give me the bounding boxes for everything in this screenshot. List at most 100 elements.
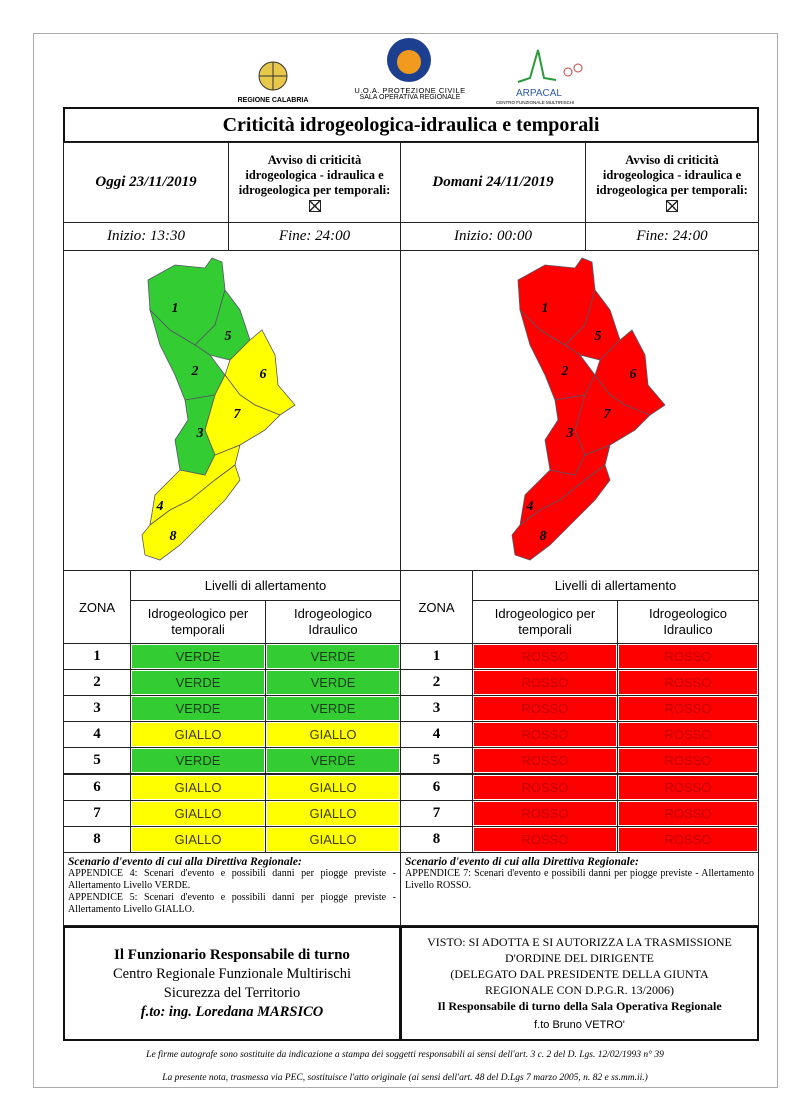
levels-header: Livelli di allertamento bbox=[130, 570, 401, 601]
zone-label: 5 bbox=[225, 329, 232, 344]
level-value: VERDE bbox=[132, 749, 264, 773]
level-value: ROSSO bbox=[619, 671, 757, 695]
zone-label: 3 bbox=[196, 426, 204, 441]
end-time: Fine: 24:00 bbox=[228, 222, 401, 251]
zone-cell: 2 bbox=[400, 669, 473, 697]
signature-line: Sicurezza del Territorio bbox=[163, 984, 301, 1001]
zone-cell: 4 bbox=[63, 721, 131, 749]
zone-label: 8 bbox=[170, 529, 177, 544]
level-value: GIALLO bbox=[267, 723, 399, 747]
level-value: ROSSO bbox=[474, 749, 616, 773]
level-value: GIALLO bbox=[267, 827, 399, 851]
civil-protection-emblem bbox=[397, 50, 421, 74]
level-value: VERDE bbox=[132, 671, 264, 695]
column-header: Idrogeologico Idraulico bbox=[617, 600, 759, 644]
map: 1 2 3 4 5 6 7 8 bbox=[141, 257, 296, 561]
zone-cell: 1 bbox=[400, 643, 473, 670]
zone-label: 7 bbox=[604, 407, 612, 422]
zone-area bbox=[141, 464, 241, 561]
zone-label: 2 bbox=[191, 364, 199, 379]
level-value: ROSSO bbox=[619, 801, 757, 825]
avviso-text: Avviso di criticità idrogeologica - idra… bbox=[596, 153, 748, 197]
level-value: ROSSO bbox=[474, 697, 616, 721]
scenario-heading: Scenario d'evento di cui alla Direttiva … bbox=[405, 856, 639, 868]
arpacal-logo bbox=[563, 67, 573, 77]
scenario-panel: Scenario d'evento di cui alla Direttiva … bbox=[400, 852, 759, 926]
title: Criticità idrogeologica-idraulica e temp… bbox=[63, 107, 759, 143]
level-value: ROSSO bbox=[474, 801, 616, 825]
signature-line: (DELEGATO DAL PRESIDENTE DELLA GIUNTA bbox=[450, 967, 709, 981]
level-value: VERDE bbox=[132, 697, 264, 721]
level-value: GIALLO bbox=[132, 801, 264, 825]
zone-cell: 7 bbox=[63, 799, 131, 827]
zone-cell: 7 bbox=[400, 799, 473, 827]
level-value: ROSSO bbox=[619, 645, 757, 668]
level-value: ROSSO bbox=[474, 723, 616, 747]
zone-area bbox=[194, 289, 251, 361]
zone-label: 6 bbox=[630, 367, 637, 382]
page-frame bbox=[33, 33, 778, 1088]
zone-cell: 8 bbox=[400, 825, 473, 853]
zone-label: 6 bbox=[260, 367, 267, 382]
level-value: ROSSO bbox=[474, 645, 616, 668]
footer-note: Le firme autografe sono sostituite da in… bbox=[146, 1050, 664, 1060]
zone-cell: 2 bbox=[63, 669, 131, 697]
agency-sub: CENTRO FUNZIONALE MULTIRISCHI bbox=[496, 100, 575, 105]
levels-header: Livelli di allertamento bbox=[472, 570, 759, 601]
column-header: Idrogeologico per temporali bbox=[130, 600, 266, 644]
zone-cell: 8 bbox=[63, 825, 131, 853]
footer-note: La presente nota, trasmessa via PEC, sos… bbox=[162, 1073, 648, 1083]
scenario-item: APPENDICE 4: Scenari d'evento e possibil… bbox=[68, 868, 396, 891]
signature-line: D'ORDINE DEL DIRIGENTE bbox=[504, 951, 655, 965]
zone-cell: 1 bbox=[63, 643, 131, 670]
scenario-heading: Scenario d'evento di cui alla Direttiva … bbox=[68, 856, 302, 868]
day-label: Domani 24/11/2019 bbox=[400, 142, 586, 223]
zone-area bbox=[204, 374, 281, 456]
signature-line: VISTO: SI ADOTTA E SI AUTORIZZA LA TRASM… bbox=[427, 935, 732, 949]
office-name: SALA OPERATIVA REGIONALE bbox=[359, 94, 461, 101]
level-value: ROSSO bbox=[474, 775, 616, 799]
zone-area bbox=[564, 289, 621, 361]
zone-area bbox=[574, 374, 651, 456]
level-value: VERDE bbox=[267, 671, 399, 695]
zone-label: 4 bbox=[156, 499, 164, 514]
avviso-cell: Avviso di criticità idrogeologica - idra… bbox=[585, 142, 759, 223]
signature-line: Il Responsabile di turno della Sala Oper… bbox=[437, 999, 722, 1013]
scenario-panel: Scenario d'evento di cui alla Direttiva … bbox=[63, 852, 401, 926]
logos bbox=[258, 38, 583, 91]
level-value: VERDE bbox=[267, 697, 399, 721]
zone-cell: 6 bbox=[400, 773, 473, 801]
zone-label: 5 bbox=[595, 329, 602, 344]
level-value: GIALLO bbox=[132, 827, 264, 851]
zone-label: 4 bbox=[526, 499, 534, 514]
checkbox bbox=[666, 200, 678, 212]
level-value: VERDE bbox=[267, 645, 399, 668]
signature-line: Centro Regionale Funzionale Multirischi bbox=[113, 965, 351, 982]
level-value: ROSSO bbox=[619, 723, 757, 747]
end-time: Fine: 24:00 bbox=[585, 222, 759, 251]
level-value: ROSSO bbox=[474, 671, 616, 695]
zone-label: 1 bbox=[542, 301, 549, 316]
level-value: VERDE bbox=[267, 749, 399, 773]
zone-cell: 3 bbox=[400, 695, 473, 723]
signature-line: REGIONALE CON D.P.G.R. 13/2006) bbox=[485, 983, 674, 997]
zone-header: ZONA bbox=[63, 570, 131, 644]
level-value: ROSSO bbox=[619, 827, 757, 851]
scenario-item: APPENDICE 5: Scenari d'evento e possibil… bbox=[68, 892, 396, 915]
start-time: Inizio: 13:30 bbox=[63, 222, 229, 251]
map: 1 2 3 4 5 6 7 8 bbox=[511, 257, 666, 561]
zone-cell: 4 bbox=[400, 721, 473, 749]
zone-cell: 5 bbox=[63, 747, 131, 775]
signature-right: VISTO: SI ADOTTA E SI AUTORIZZA LA TRASM… bbox=[400, 926, 759, 1041]
level-value: ROSSO bbox=[619, 697, 757, 721]
start-time: Inizio: 00:00 bbox=[400, 222, 586, 251]
signature-left: Il Funzionario Responsabile di turno Cent… bbox=[63, 926, 401, 1041]
avviso-cell: Avviso di criticità idrogeologica - idra… bbox=[228, 142, 401, 223]
level-value: ROSSO bbox=[474, 827, 616, 851]
zone-label: 3 bbox=[566, 426, 574, 441]
zone-label: 7 bbox=[234, 407, 242, 422]
agency-name: ARPACAL bbox=[516, 88, 562, 99]
zone-area bbox=[511, 464, 611, 561]
signature-line: Il Funzionario Responsabile di turno bbox=[114, 946, 350, 963]
